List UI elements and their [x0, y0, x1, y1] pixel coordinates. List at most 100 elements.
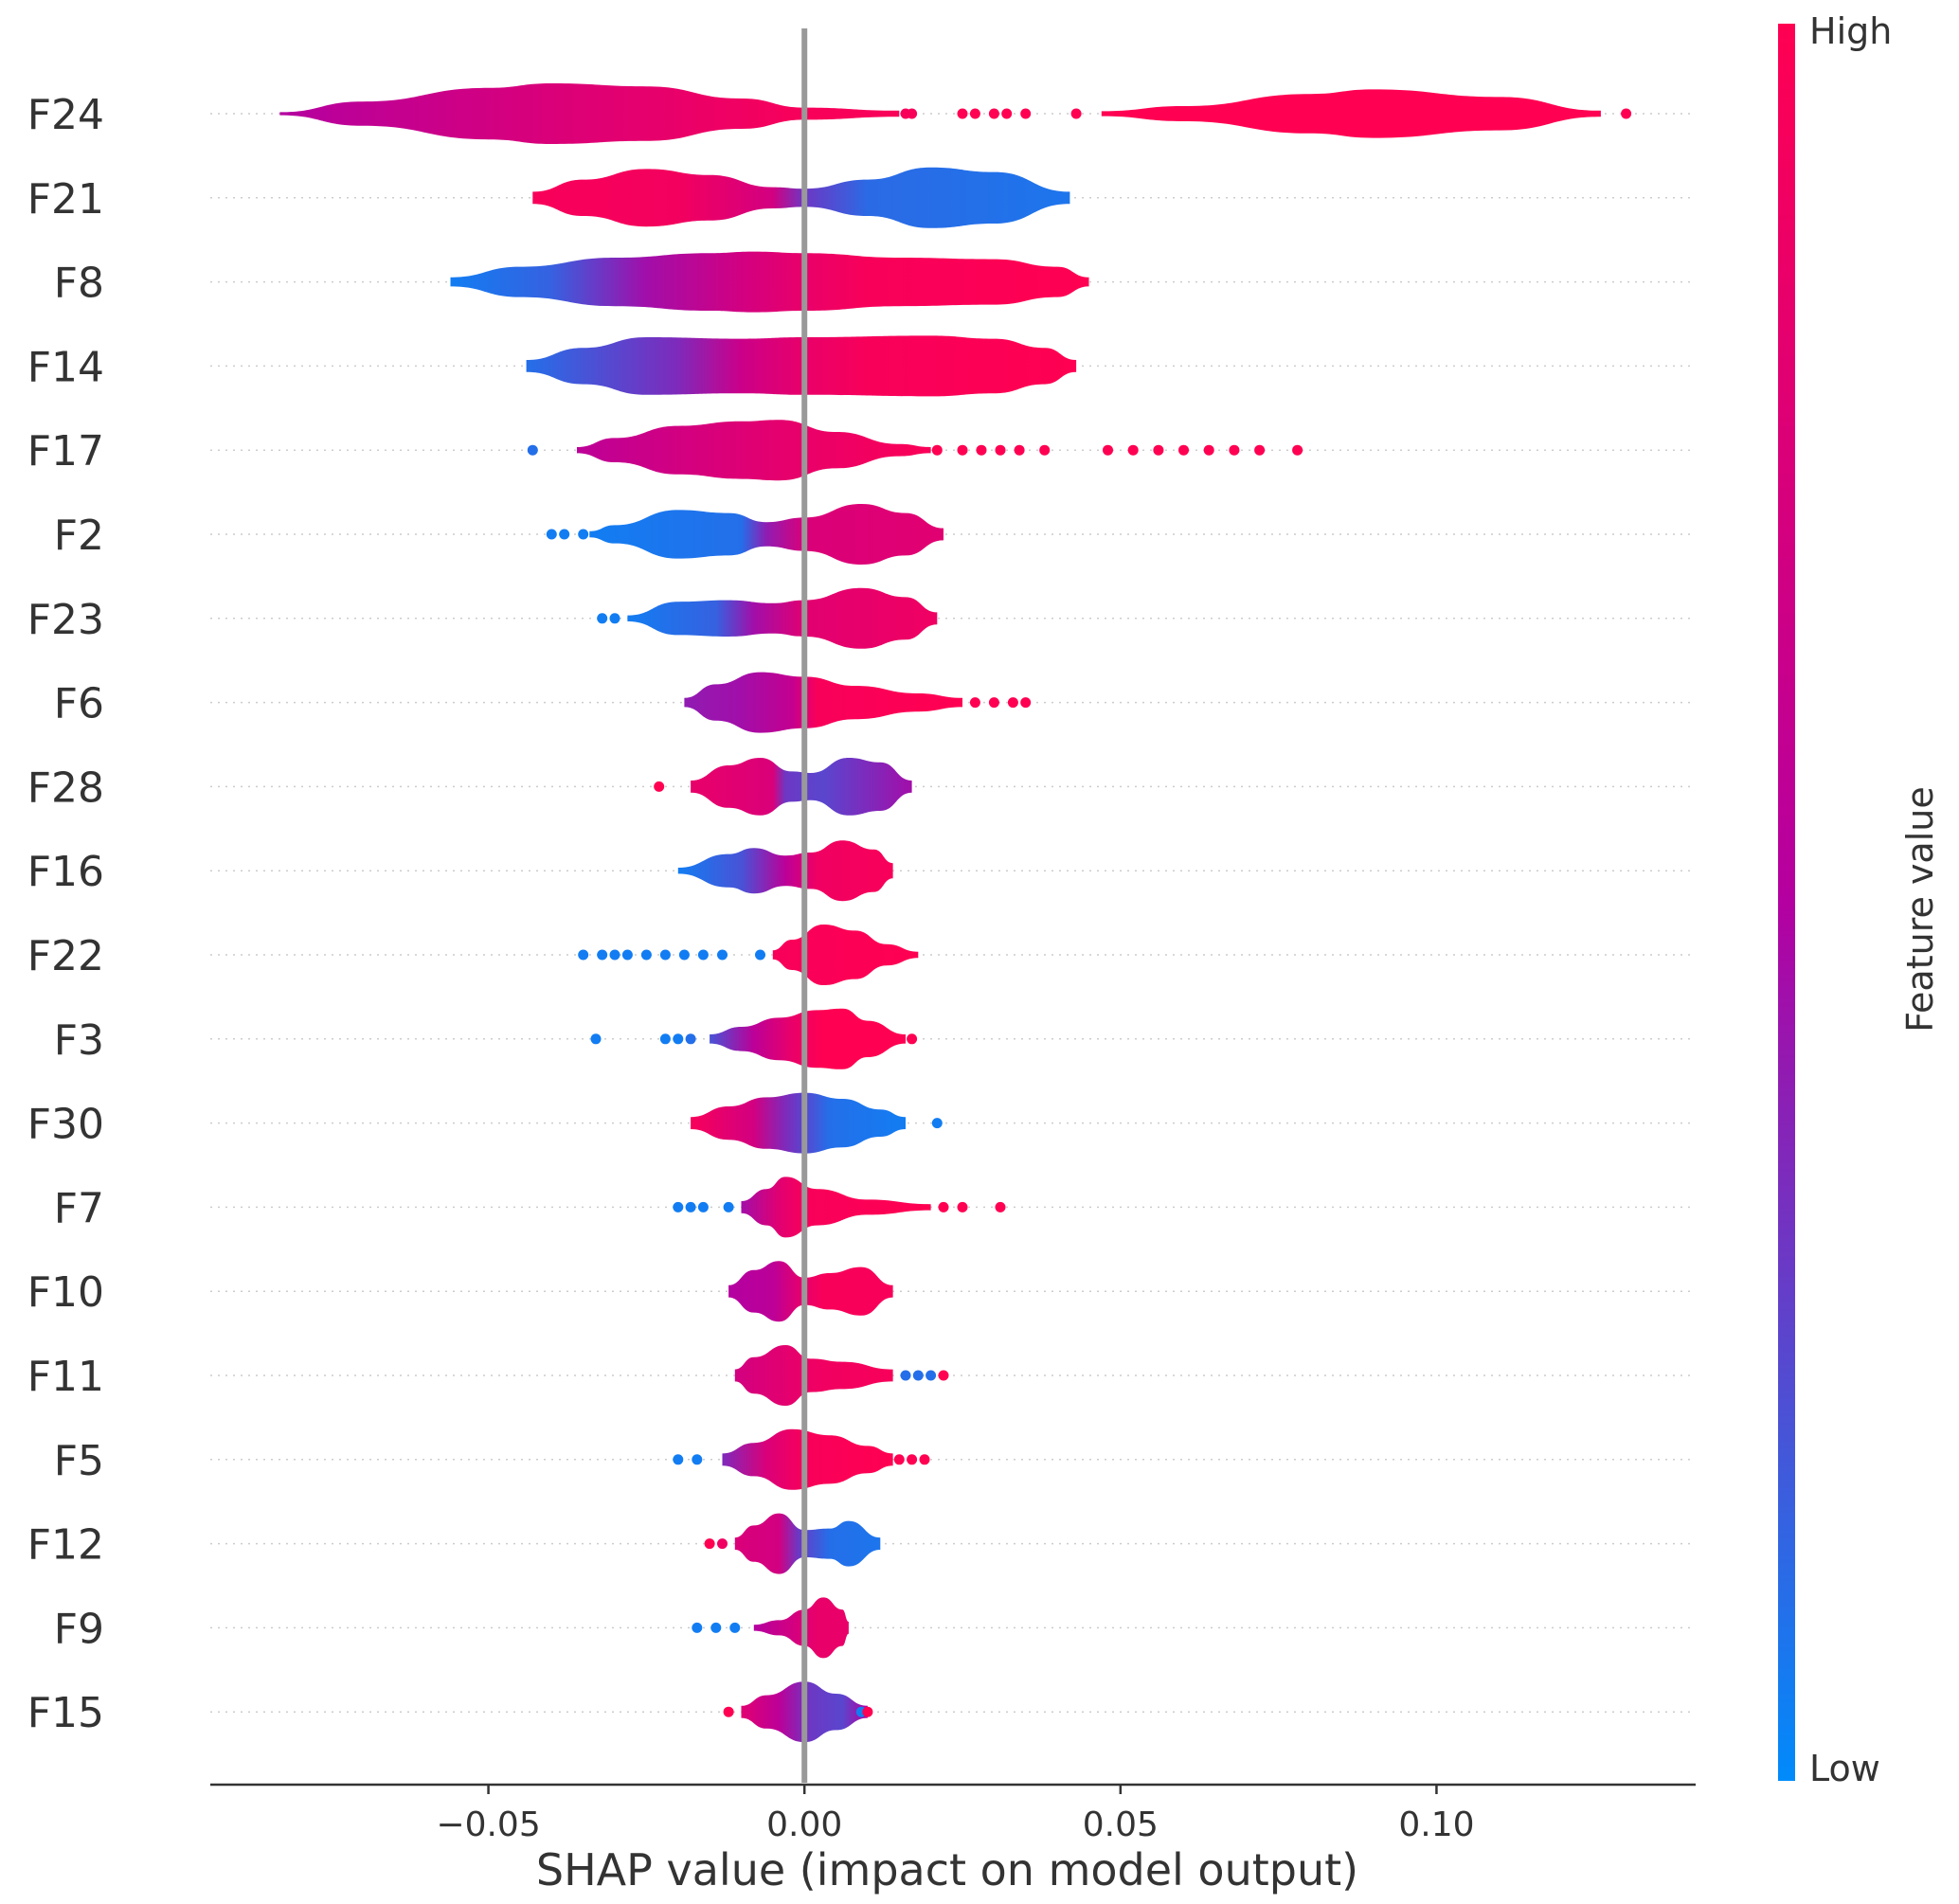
violin-f6: [684, 672, 962, 733]
feature-label-f9: F9: [54, 1605, 104, 1653]
feature-label-f3: F3: [54, 1016, 104, 1065]
colorbar-title: Feature value: [1899, 786, 1941, 1032]
x-tick-label: 0.05: [1083, 1805, 1159, 1844]
violin-f14: [526, 335, 1077, 397]
outlier-dot: [685, 1201, 696, 1212]
outlier-dot: [1001, 108, 1013, 119]
outlier-dot: [717, 1538, 728, 1550]
violins: [279, 83, 1601, 1743]
outlier-dot: [988, 108, 999, 119]
outlier-dot: [907, 1454, 918, 1465]
outlier-dot: [755, 949, 765, 961]
outlier-dot: [1103, 444, 1113, 456]
x-tick-label: 0.00: [766, 1805, 842, 1844]
feature-label-f17: F17: [27, 427, 104, 476]
violin-f17: [577, 420, 931, 481]
outlier-dot: [697, 949, 709, 961]
outlier-dot: [938, 1370, 949, 1381]
feature-label-f15: F15: [27, 1689, 104, 1737]
outlier-dot: [1007, 697, 1018, 709]
outlier-dot: [590, 1033, 602, 1045]
outlier-dot: [931, 444, 943, 456]
feature-label-f30: F30: [27, 1101, 104, 1149]
outlier-dot: [659, 949, 671, 961]
outlier-dots: [527, 108, 1632, 1717]
outlier-dot: [893, 1454, 905, 1465]
violin-f22: [772, 925, 919, 985]
x-axis-label: SHAP value (impact on model output): [536, 1844, 1358, 1895]
outlier-dot: [995, 1201, 1006, 1212]
violin-tail-f24: [1101, 89, 1601, 138]
violin-f5: [722, 1428, 893, 1490]
feature-label-f14: F14: [27, 343, 104, 391]
outlier-dot: [717, 949, 728, 961]
outlier-dot: [1020, 108, 1032, 119]
outlier-dot: [957, 444, 968, 456]
outlier-dot: [957, 1201, 968, 1212]
outlier-dot: [926, 1370, 937, 1381]
outlier-dot: [969, 697, 980, 709]
outlier-dot: [559, 529, 570, 540]
outlier-dot: [673, 1454, 684, 1465]
outlier-dot: [912, 1370, 924, 1381]
colorbar-gradient: [1778, 24, 1795, 1781]
outlier-dot: [1292, 444, 1303, 456]
feature-label-f11: F11: [27, 1353, 104, 1401]
outlier-dot: [988, 697, 999, 709]
outlier-dot: [704, 1538, 715, 1550]
feature-label-f8: F8: [54, 260, 104, 308]
outlier-dot: [862, 1706, 873, 1717]
violin-f30: [691, 1092, 906, 1154]
outlier-dot: [1014, 444, 1025, 456]
feature-label-f28: F28: [27, 763, 104, 812]
outlier-dot: [976, 444, 987, 456]
outlier-dot: [907, 1033, 918, 1045]
outlier-dot: [609, 949, 620, 961]
outlier-dot: [659, 1033, 671, 1045]
outlier-dot: [723, 1706, 734, 1717]
feature-label-f2: F2: [54, 512, 104, 560]
outlier-dot: [678, 949, 690, 961]
outlier-dot: [654, 781, 665, 792]
feature-label-f24: F24: [27, 91, 104, 139]
outlier-dot: [995, 444, 1006, 456]
x-axis: −0.05 0.00 0.05 0.10: [210, 1783, 1696, 1844]
outlier-dot: [1153, 444, 1164, 456]
violin-f9: [753, 1597, 849, 1659]
outlier-dot: [692, 1454, 703, 1465]
outlier-dot: [729, 1622, 741, 1633]
outlier-dot: [692, 1622, 703, 1633]
outlier-dot: [578, 949, 589, 961]
outlier-dot: [1178, 444, 1189, 456]
violin-f16: [677, 840, 893, 902]
violin-f23: [627, 587, 938, 649]
feature-label-f7: F7: [54, 1184, 104, 1232]
outlier-dot: [527, 444, 538, 456]
violin-f11: [734, 1345, 893, 1406]
outlier-dot: [685, 1033, 696, 1045]
outlier-dot: [609, 613, 620, 624]
x-tick-label: 0.10: [1398, 1805, 1474, 1844]
outlier-dot: [710, 1622, 722, 1633]
outlier-dot: [931, 1118, 943, 1129]
outlier-dot: [697, 1201, 709, 1212]
feature-label-f23: F23: [27, 596, 104, 644]
violin-f24: [279, 83, 900, 144]
feature-label-f22: F22: [27, 932, 104, 980]
outlier-dot: [969, 108, 980, 119]
outlier-dot: [957, 108, 968, 119]
outlier-dot: [919, 1454, 930, 1465]
outlier-dot: [907, 108, 918, 119]
outlier-dot: [1229, 444, 1240, 456]
outlier-dot: [673, 1201, 684, 1212]
outlier-dot: [723, 1201, 734, 1212]
feature-label-f10: F10: [27, 1268, 104, 1317]
violin-f7: [741, 1177, 931, 1238]
outlier-dot: [673, 1033, 684, 1045]
outlier-dot: [546, 529, 557, 540]
feature-label-f6: F6: [54, 680, 104, 728]
outlier-dot: [1020, 697, 1032, 709]
outlier-dot: [938, 1201, 949, 1212]
violin-f2: [589, 504, 944, 565]
